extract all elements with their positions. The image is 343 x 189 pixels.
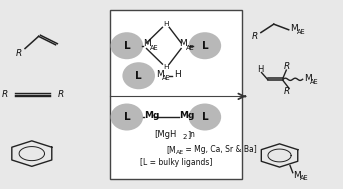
Text: R: R <box>57 90 63 99</box>
Text: AE: AE <box>176 150 184 155</box>
Text: M: M <box>290 24 298 33</box>
Text: H: H <box>257 65 263 74</box>
Text: [MgH: [MgH <box>155 130 177 139</box>
Text: R: R <box>2 90 8 99</box>
Text: AE: AE <box>300 175 308 181</box>
Text: Mg: Mg <box>179 111 195 120</box>
Text: L: L <box>135 71 142 81</box>
Text: AE: AE <box>162 75 171 81</box>
Text: 2: 2 <box>182 134 187 140</box>
Text: M: M <box>179 39 187 48</box>
Text: L: L <box>123 112 130 122</box>
Text: n: n <box>189 130 194 139</box>
Text: M: M <box>156 70 163 79</box>
Text: AE: AE <box>296 29 305 35</box>
Text: = Mg, Ca, Sr & Ba]: = Mg, Ca, Sr & Ba] <box>183 145 257 154</box>
Text: R: R <box>284 62 290 71</box>
Text: L: L <box>202 112 208 122</box>
Ellipse shape <box>110 104 143 131</box>
Text: AE: AE <box>310 79 319 85</box>
Text: L: L <box>123 41 130 51</box>
Text: M: M <box>143 39 151 48</box>
Ellipse shape <box>110 32 143 59</box>
Text: AE: AE <box>186 45 194 51</box>
Ellipse shape <box>189 104 221 131</box>
Text: M: M <box>294 171 301 180</box>
Ellipse shape <box>122 62 155 89</box>
Text: H: H <box>174 70 181 79</box>
Text: R: R <box>252 32 258 41</box>
Text: L: L <box>202 41 208 51</box>
Text: Mg: Mg <box>144 111 160 120</box>
Text: AE: AE <box>150 45 158 51</box>
Text: ]: ] <box>187 130 191 139</box>
Text: R: R <box>16 49 22 58</box>
Text: H: H <box>163 21 169 27</box>
Text: M: M <box>304 74 312 83</box>
Text: [L = bulky ligands]: [L = bulky ligands] <box>140 158 212 167</box>
Ellipse shape <box>189 32 221 59</box>
Text: H: H <box>163 64 169 70</box>
Text: R: R <box>284 87 290 96</box>
Text: [M: [M <box>166 145 176 154</box>
FancyBboxPatch shape <box>110 10 242 179</box>
